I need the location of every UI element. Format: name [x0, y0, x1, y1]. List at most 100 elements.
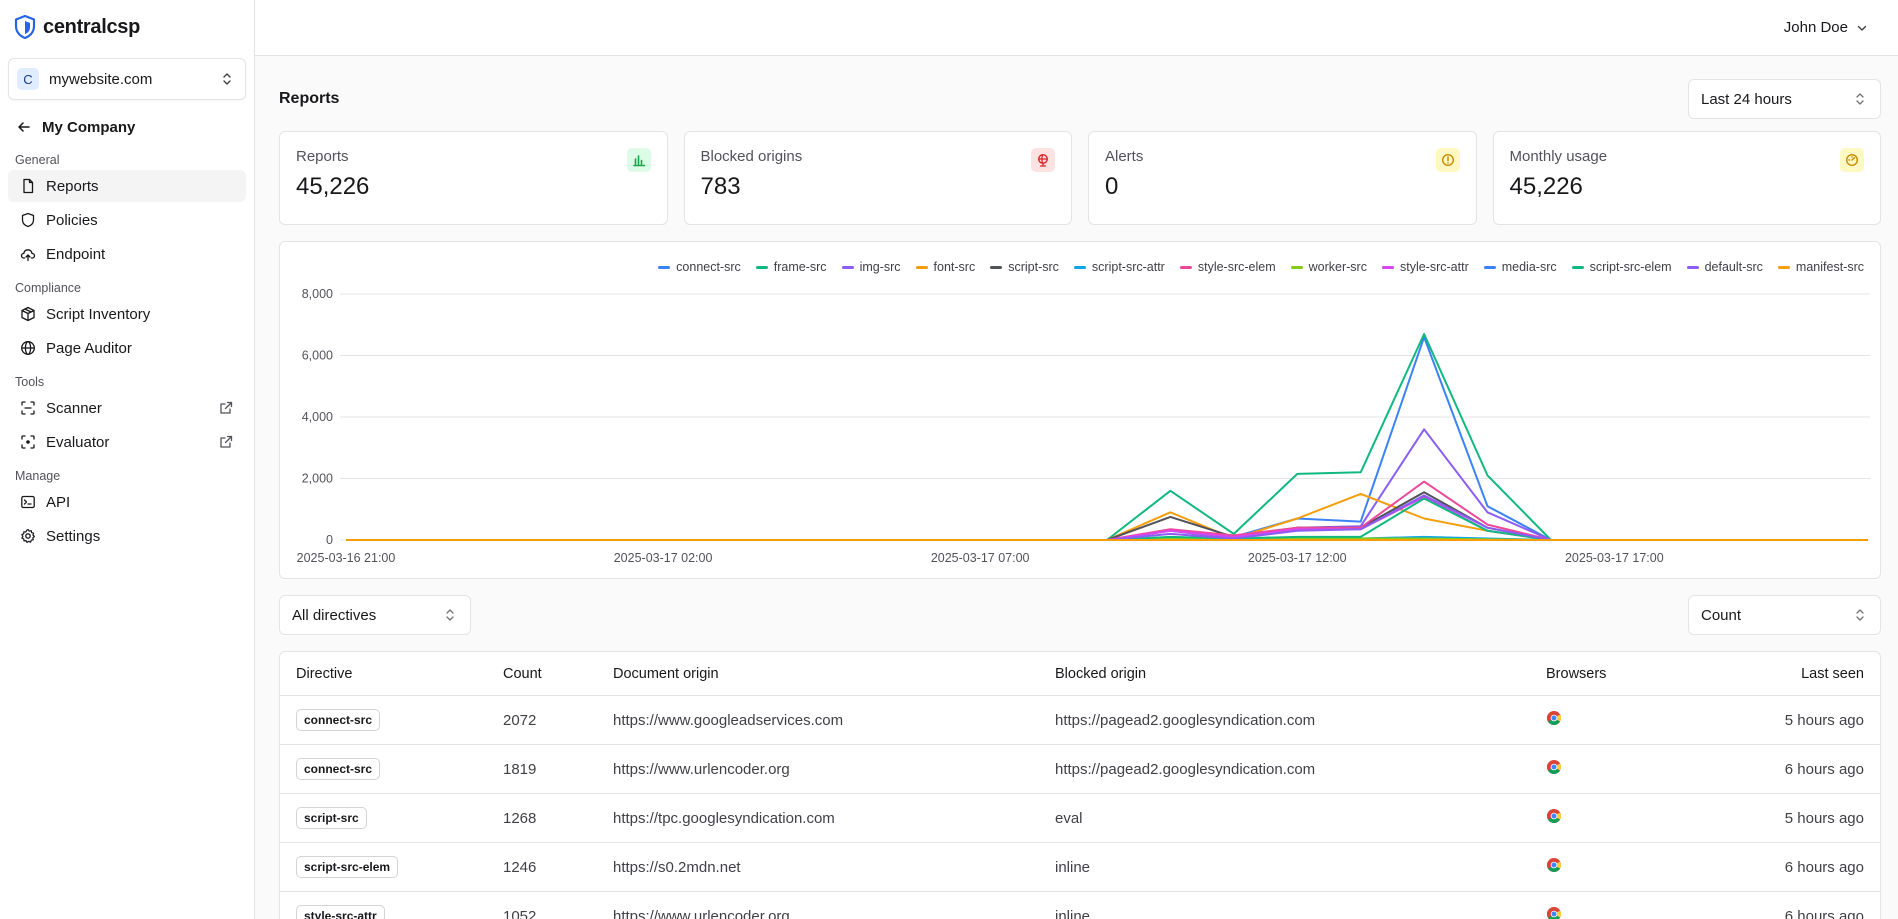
user-menu[interactable]: John Doe [1784, 19, 1870, 36]
column-header-document-origin[interactable]: Document origin [613, 665, 719, 682]
globe-icon [20, 340, 36, 356]
x-tick-label: 2025-03-17 02:00 [614, 551, 713, 565]
legend-item-connect-src[interactable]: connect-src [658, 260, 741, 274]
table-row[interactable]: script-src-elem 1246 https://s0.2mdn.net… [280, 843, 1880, 892]
alert-circle-icon [1435, 148, 1460, 172]
legend-item-media-src[interactable]: media-src [1483, 260, 1557, 274]
sidebar-item-evaluator[interactable]: Evaluator [8, 426, 246, 458]
sidebar-item-scanner[interactable]: Scanner [8, 392, 246, 424]
sidebar-item-label: Page Auditor [46, 339, 132, 357]
sidebar-item-api[interactable]: API [8, 486, 246, 518]
chevron-down-icon [1854, 20, 1870, 36]
series-line-font-src [346, 492, 1868, 541]
back-to-company[interactable]: My Company [8, 112, 246, 142]
column-header-blocked-origin[interactable]: Blocked origin [1055, 665, 1147, 682]
x-tick-label: 2025-03-17 12:00 [1248, 551, 1347, 565]
legend-item-script-src-elem[interactable]: script-src-elem [1571, 260, 1672, 274]
legend-item-script-src[interactable]: script-src [990, 260, 1059, 274]
legend-item-script-src-attr[interactable]: script-src-attr [1073, 260, 1165, 274]
legend-item-style-src-elem[interactable]: style-src-elem [1179, 260, 1276, 274]
chrome-icon [1546, 759, 1562, 775]
sidebar-item-label: Reports [46, 177, 99, 195]
directive-filter-select[interactable]: All directives [279, 595, 471, 635]
sidebar-item-reports[interactable]: Reports [8, 170, 246, 202]
count-cell: 1052 [503, 907, 537, 919]
metric-select[interactable]: Count [1688, 595, 1881, 635]
external-link-icon [218, 434, 234, 450]
x-tick-label: 2025-03-17 17:00 [1565, 551, 1664, 565]
column-header-count[interactable]: Count [503, 665, 542, 682]
legend-item-worker-src[interactable]: worker-src [1290, 260, 1367, 274]
site-avatar: C [17, 68, 39, 90]
brand[interactable]: centralcsp [8, 0, 246, 54]
legend-label: style-src-elem [1197, 260, 1276, 274]
time-range-select[interactable]: Last 24 hours [1688, 79, 1881, 119]
page-title: Reports [279, 90, 340, 107]
chevrons-up-down-icon [442, 607, 458, 623]
legend-swatch [990, 265, 1003, 269]
legend-item-default-src[interactable]: default-src [1686, 260, 1763, 274]
brand-name: centralcsp [43, 15, 141, 38]
series-line-default-src [346, 494, 1868, 541]
x-tick-label: 2025-03-16 21:00 [297, 551, 396, 565]
site-switcher[interactable]: C mywebsite.com [8, 58, 246, 100]
chevrons-up-down-icon [1852, 91, 1868, 107]
legend-swatch [841, 265, 854, 269]
legend-swatch [1483, 265, 1496, 269]
chrome-icon [1546, 906, 1562, 919]
metric-value: Count [1701, 606, 1742, 624]
section-label-tools: Tools [15, 375, 45, 389]
legend-swatch [1290, 265, 1303, 269]
globe-lock-icon [1031, 148, 1055, 172]
sidebar-item-label: Evaluator [46, 433, 110, 451]
stat-label: Reports [296, 148, 349, 165]
legend-item-style-src-attr[interactable]: style-src-attr [1381, 260, 1469, 274]
legend-label: worker-src [1308, 260, 1367, 274]
sidebar-item-policies[interactable]: Policies [8, 204, 246, 236]
table-row[interactable]: connect-src 2072 https://www.googleadser… [280, 696, 1880, 745]
chart-plot: 0 2,000 4,000 6,000 8,000 2025-03-16 21:00 202… [297, 287, 1870, 565]
table-row[interactable]: connect-src 1819 https://www.urlencoder.… [280, 745, 1880, 794]
directive-badge: connect-src [296, 758, 381, 780]
sidebar-item-label: Endpoint [46, 245, 106, 263]
legend-label: font-src [933, 260, 976, 274]
table-body: connect-src 2072 https://www.googleadser… [280, 696, 1880, 919]
directive-badge: script-src [296, 807, 367, 829]
document-origin-cell: https://www.googleadservices.com [613, 711, 844, 729]
legend-label: default-src [1704, 260, 1763, 274]
table-row[interactable]: script-src 1268 https://tpc.googlesyndic… [280, 794, 1880, 843]
blocked-origin-cell: https://pagead2.googlesyndication.com [1055, 760, 1316, 778]
arrow-left-icon [16, 119, 32, 135]
directive-filter-value: All directives [292, 606, 377, 624]
sidebar-item-endpoint[interactable]: Endpoint [8, 238, 246, 270]
stat-label: Alerts [1105, 148, 1144, 165]
external-link-icon [218, 400, 234, 416]
directive-badge: connect-src [296, 709, 381, 731]
browsers-cell [1546, 808, 1726, 828]
table-row[interactable]: style-src-attr 1052 https://www.urlencod… [280, 892, 1880, 919]
legend-swatch [1686, 265, 1699, 269]
sidebar-item-page-auditor[interactable]: Page Auditor [8, 332, 246, 364]
legend-label: img-src [859, 260, 901, 274]
stat-cards: Reports 45,226 Blocked origins 783 Alert… [279, 131, 1881, 225]
legend-item-img-src[interactable]: img-src [841, 260, 901, 274]
company-label: My Company [42, 118, 136, 136]
browsers-cell [1546, 759, 1726, 779]
legend-swatch [1571, 265, 1584, 269]
sidebar-item-script-inventory[interactable]: Script Inventory [8, 298, 246, 330]
stat-value: 0 [1105, 173, 1119, 200]
column-header-last-seen[interactable]: Last seen [1801, 665, 1864, 682]
column-header-browsers[interactable]: Browsers [1546, 665, 1607, 682]
legend-item-manifest-src[interactable]: manifest-src [1777, 260, 1864, 274]
sidebar-item-label: Policies [46, 211, 98, 229]
sidebar-item-settings[interactable]: Settings [8, 520, 246, 552]
legend-item-font-src[interactable]: font-src [915, 260, 976, 274]
series-line-frame-src [346, 333, 1868, 541]
browsers-cell [1546, 710, 1726, 730]
directive-cell: connect-src [280, 758, 503, 780]
stat-value: 783 [700, 173, 741, 200]
column-header-directive[interactable]: Directive [296, 665, 353, 682]
legend-item-frame-src[interactable]: frame-src [755, 260, 827, 274]
series-line-style-src-elem [346, 480, 1868, 541]
table-header: Directive Count Document origin Blocked … [280, 652, 1880, 696]
